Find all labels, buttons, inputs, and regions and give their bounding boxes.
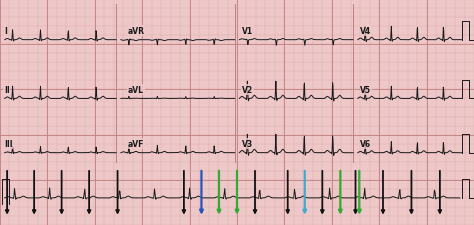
- Text: I: I: [4, 27, 7, 36]
- Text: aVF: aVF: [128, 140, 145, 148]
- Text: V6: V6: [360, 140, 371, 148]
- Text: III: III: [4, 140, 12, 148]
- Text: II: II: [4, 86, 9, 94]
- Text: V4: V4: [360, 27, 371, 36]
- Text: V2: V2: [242, 86, 253, 94]
- Text: V5: V5: [360, 86, 371, 94]
- Text: aVR: aVR: [128, 27, 145, 36]
- Text: V1: V1: [242, 27, 253, 36]
- Text: aVL: aVL: [128, 86, 144, 94]
- Text: V3: V3: [242, 140, 253, 148]
